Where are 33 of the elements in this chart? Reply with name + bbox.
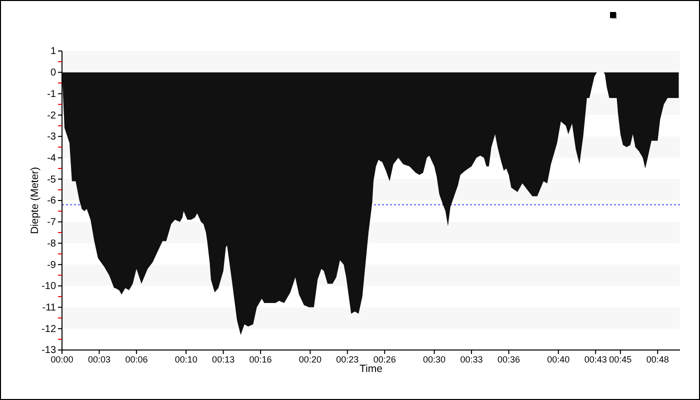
x-tick-label: 00:20 xyxy=(298,354,322,364)
y-tick-label: -13 xyxy=(42,345,56,356)
y-tick-label: -8 xyxy=(47,238,56,250)
x-tick-label: 00:26 xyxy=(373,354,396,364)
x-tick-label: 00:06 xyxy=(125,354,148,364)
x-tick-label: 00:43 xyxy=(584,354,607,364)
x-tick-label: 00:13 xyxy=(212,354,235,364)
y-tick-label: -11 xyxy=(42,302,56,314)
x-tick-label: 00:45 xyxy=(609,354,632,364)
y-axis-title: Diepte (Meter) xyxy=(29,166,41,234)
y-tick-label: -5 xyxy=(47,174,56,186)
y-tick-label: -9 xyxy=(47,260,56,271)
x-tick-label: 00:36 xyxy=(497,354,520,364)
x-tick-label: 00:30 xyxy=(423,354,446,364)
x-tick-label: 00:23 xyxy=(336,354,359,364)
y-tick-label: -12 xyxy=(42,324,56,335)
y-tick-label: -1 xyxy=(47,88,56,100)
y-tick-label: -4 xyxy=(47,152,56,164)
y-tick-label: 0 xyxy=(50,68,56,79)
x-tick-label: 00:00 xyxy=(50,354,74,364)
y-tick-label: -2 xyxy=(47,110,56,122)
x-tick-label: 00:03 xyxy=(88,354,110,364)
x-tick-label: 00:33 xyxy=(460,354,483,364)
x-tick-label: 00:48 xyxy=(646,354,669,364)
x-axis-title: Time xyxy=(360,363,383,375)
y-tick-label: -3 xyxy=(47,132,56,143)
y-tick-label: -6 xyxy=(47,196,56,207)
y-tick-label: 1 xyxy=(50,46,56,58)
y-tick-label: -7 xyxy=(47,217,56,228)
x-tick-label: 00:10 xyxy=(174,354,198,364)
y-tick-label: -10 xyxy=(42,281,56,292)
x-tick-label: 00:40 xyxy=(547,354,570,364)
x-tick-label: 00:16 xyxy=(249,354,272,364)
